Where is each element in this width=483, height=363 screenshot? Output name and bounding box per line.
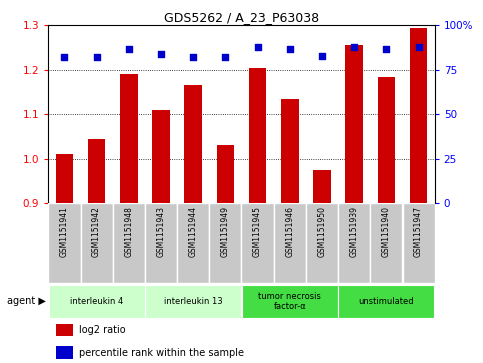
Bar	[306, 203, 338, 283]
Bar	[209, 203, 242, 283]
Bar	[56, 346, 73, 359]
Bar	[313, 170, 331, 203]
Bar	[410, 28, 427, 203]
Bar	[152, 110, 170, 203]
Bar	[56, 154, 73, 203]
Text: GSM1151950: GSM1151950	[317, 206, 327, 257]
Bar	[145, 203, 177, 283]
Text: GSM1151939: GSM1151939	[350, 206, 359, 257]
Point	[415, 44, 423, 50]
Point	[125, 46, 133, 52]
Bar	[88, 139, 105, 203]
Point	[254, 44, 261, 50]
Text: unstimulated: unstimulated	[358, 297, 414, 306]
Text: GSM1151945: GSM1151945	[253, 206, 262, 257]
Bar	[216, 146, 234, 203]
Point	[189, 54, 197, 60]
Point	[350, 44, 358, 50]
Point	[318, 53, 326, 58]
Bar	[249, 68, 267, 203]
Bar	[48, 203, 81, 283]
Bar	[345, 45, 363, 203]
Bar	[185, 85, 202, 203]
Point	[157, 51, 165, 57]
Bar	[177, 203, 209, 283]
Bar	[242, 285, 338, 318]
Text: agent ▶: agent ▶	[7, 296, 46, 306]
Title: GDS5262 / A_23_P63038: GDS5262 / A_23_P63038	[164, 11, 319, 24]
Text: GSM1151942: GSM1151942	[92, 206, 101, 257]
Bar	[145, 285, 241, 318]
Text: interleukin 4: interleukin 4	[70, 297, 123, 306]
Bar	[81, 203, 113, 283]
Text: GSM1151943: GSM1151943	[156, 206, 166, 257]
Text: GSM1151946: GSM1151946	[285, 206, 294, 257]
Text: percentile rank within the sample: percentile rank within the sample	[79, 347, 244, 358]
Bar	[274, 203, 306, 283]
Bar	[338, 203, 370, 283]
Bar	[49, 285, 144, 318]
Bar	[281, 99, 298, 203]
Text: GSM1151940: GSM1151940	[382, 206, 391, 257]
Point	[286, 46, 294, 52]
Text: GSM1151947: GSM1151947	[414, 206, 423, 257]
Bar	[370, 203, 402, 283]
Bar	[378, 77, 395, 203]
Text: GSM1151949: GSM1151949	[221, 206, 230, 257]
Bar	[56, 324, 73, 336]
Bar	[113, 203, 145, 283]
Text: log2 ratio: log2 ratio	[79, 325, 126, 335]
Text: interleukin 13: interleukin 13	[164, 297, 223, 306]
Bar	[242, 203, 274, 283]
Text: GSM1151948: GSM1151948	[124, 206, 133, 257]
Point	[222, 54, 229, 60]
Text: GSM1151941: GSM1151941	[60, 206, 69, 257]
Point	[60, 54, 68, 60]
Bar	[339, 285, 434, 318]
Bar	[402, 203, 435, 283]
Text: GSM1151944: GSM1151944	[189, 206, 198, 257]
Bar	[120, 74, 138, 203]
Point	[383, 46, 390, 52]
Text: tumor necrosis
factor-α: tumor necrosis factor-α	[258, 291, 321, 311]
Point	[93, 54, 100, 60]
